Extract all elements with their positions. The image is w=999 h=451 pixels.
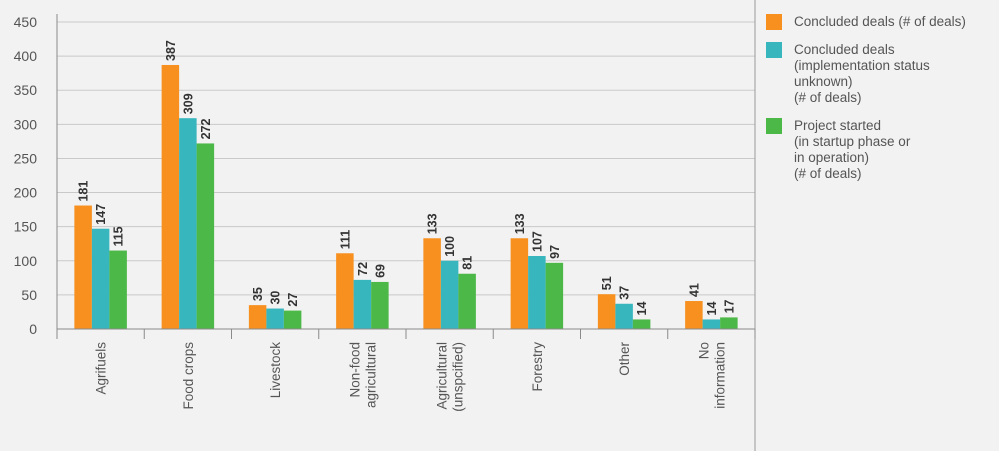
x-category-label: Agrifuels: [94, 342, 109, 395]
legend-swatch-concluded: [766, 14, 782, 30]
bar: [597, 294, 616, 329]
x-category-label: Livestock: [268, 342, 283, 399]
data-label: 387: [164, 40, 178, 61]
bar: [336, 253, 354, 329]
data-label: 72: [356, 262, 370, 276]
x-category-label-line: Non-food: [347, 342, 362, 398]
bar: [196, 143, 215, 329]
data-label: 309: [181, 93, 195, 114]
bar: [248, 305, 267, 329]
x-category-label: Other: [617, 341, 632, 375]
data-label: 147: [94, 204, 108, 225]
data-label: 81: [461, 256, 475, 270]
data-label: 181: [77, 181, 91, 202]
y-tick-label: 100: [14, 253, 38, 269]
data-label: 14: [635, 301, 649, 315]
data-label: 14: [705, 301, 719, 315]
data-label: 107: [530, 231, 544, 252]
legend-label-status-unknown: Concluded deals (implementation status u…: [794, 42, 930, 105]
bar: [458, 273, 476, 329]
bar: [371, 281, 389, 329]
bar: [720, 317, 738, 329]
bar: [161, 64, 180, 329]
legend-item-project-started: Project started (in startup phase or in …: [766, 118, 996, 182]
x-category-label: Forestry: [530, 342, 545, 392]
y-tick-label: 400: [14, 48, 38, 64]
data-label: 37: [618, 286, 632, 300]
y-tick-label: 300: [14, 116, 38, 132]
data-label: 35: [251, 287, 265, 301]
x-category-label: Food crops: [181, 342, 196, 410]
y-tick-label: 150: [14, 219, 38, 235]
bar: [74, 205, 92, 329]
bar: [109, 250, 127, 329]
data-label: 41: [687, 283, 701, 297]
bar: [353, 279, 372, 329]
data-label: 27: [286, 293, 300, 307]
data-label: 30: [269, 291, 283, 305]
bar: [615, 303, 633, 329]
legend: Concluded deals (# of deals) Concluded d…: [766, 14, 996, 194]
legend-label-concluded: Concluded deals (# of deals): [794, 14, 966, 29]
bar: [283, 310, 302, 329]
data-label: 115: [112, 226, 126, 246]
data-label: 97: [548, 245, 562, 259]
y-tick-label: 350: [14, 82, 38, 98]
y-tick-label: 450: [14, 14, 38, 30]
x-category-label-line: Agricultural: [435, 342, 450, 410]
bar: [528, 256, 546, 329]
y-tick-label: 200: [14, 185, 38, 201]
data-label: 100: [443, 236, 457, 257]
y-tick-label: 0: [29, 321, 37, 337]
x-category-label-line: agricultural: [363, 342, 378, 408]
x-category-label: No information: [696, 342, 727, 409]
legend-item-status-unknown: Concluded deals (implementation status u…: [766, 42, 996, 106]
data-label: 111: [338, 230, 352, 250]
bar: [179, 118, 197, 330]
x-category-label-line: Agrifuels: [94, 342, 109, 395]
x-category-label-line: information: [712, 342, 727, 409]
y-tick-label: 250: [14, 150, 38, 166]
bar: [685, 301, 703, 329]
legend-swatch-project-started: [766, 118, 782, 134]
data-label: 272: [199, 119, 213, 140]
data-label: 17: [722, 299, 736, 313]
bar: [632, 319, 651, 329]
legend-swatch-status-unknown: [766, 42, 782, 58]
legend-label-project-started: Project started (in startup phase or in …: [794, 118, 911, 181]
bar: [510, 238, 529, 329]
bar: [423, 238, 441, 329]
x-category-label-line: Forestry: [530, 342, 545, 392]
data-label: 69: [373, 264, 387, 278]
bar: [440, 260, 459, 329]
x-category-label-line: Food crops: [181, 342, 196, 410]
y-tick-label: 50: [21, 287, 37, 303]
bar: [266, 308, 284, 329]
x-category-label-line: No: [696, 342, 711, 359]
data-label: 133: [426, 213, 440, 234]
bar: [702, 319, 721, 329]
data-label: 133: [513, 213, 527, 234]
data-label: 51: [600, 276, 614, 290]
x-category-label: Agricultural (unspcified): [435, 342, 466, 412]
legend-item-concluded: Concluded deals (# of deals): [766, 14, 996, 30]
x-category-label-line: Livestock: [268, 342, 283, 399]
bar: [91, 228, 110, 329]
x-category-label-line: Other: [617, 341, 632, 375]
x-category-label-line: (unspcified): [451, 342, 466, 412]
x-category-label: Non-food agricultural: [347, 342, 378, 408]
bar: [545, 262, 564, 329]
